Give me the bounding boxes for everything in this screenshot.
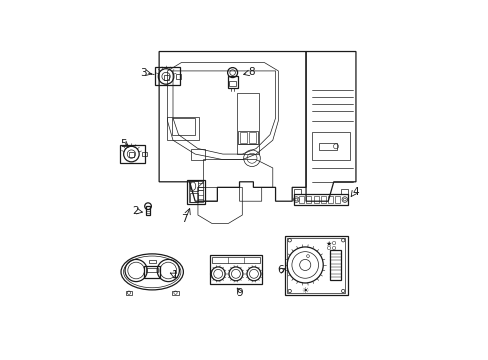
Bar [145, 206, 150, 215]
Text: 4: 4 [351, 186, 358, 197]
Text: O: O [331, 246, 335, 251]
Bar [167, 117, 199, 140]
Bar [313, 195, 318, 203]
Bar [239, 132, 247, 143]
Bar [210, 255, 261, 284]
Bar [211, 257, 260, 264]
Bar [171, 118, 195, 135]
Bar [189, 193, 197, 202]
Text: 9: 9 [236, 288, 243, 298]
Text: 2: 2 [132, 206, 139, 216]
Bar [163, 75, 168, 80]
Bar [227, 76, 237, 87]
Bar [120, 145, 145, 163]
Bar [189, 181, 197, 190]
Bar [188, 181, 203, 202]
Bar [186, 180, 204, 204]
Bar [176, 74, 181, 79]
Bar [320, 195, 325, 203]
Bar [236, 93, 259, 154]
Bar [142, 152, 146, 156]
Bar [329, 250, 340, 280]
Bar [155, 67, 180, 85]
Bar [293, 194, 347, 205]
Bar [311, 132, 350, 159]
Bar [327, 195, 332, 203]
Text: 8: 8 [247, 67, 254, 77]
Bar [228, 81, 236, 86]
Bar [293, 189, 300, 194]
Bar [148, 260, 155, 263]
Bar [287, 238, 345, 293]
Bar [340, 189, 347, 194]
Text: 7: 7 [181, 214, 187, 224]
Bar [285, 236, 347, 296]
Bar [334, 195, 339, 203]
Text: 5: 5 [120, 139, 127, 149]
Text: O: O [331, 241, 335, 246]
Text: ☀: ☀ [301, 286, 308, 295]
Bar [144, 266, 160, 278]
Bar [146, 268, 158, 272]
Text: 1: 1 [172, 270, 178, 280]
Bar [238, 131, 257, 144]
Bar [129, 152, 134, 157]
Text: 3: 3 [140, 68, 147, 78]
Bar [191, 149, 204, 159]
Bar [299, 195, 304, 203]
Bar [172, 291, 178, 294]
Bar [125, 291, 132, 294]
Text: ★: ★ [325, 240, 331, 247]
Bar [305, 195, 310, 203]
Bar [249, 132, 256, 143]
Text: 6: 6 [277, 265, 283, 275]
Text: O: O [326, 246, 330, 251]
Bar [318, 143, 336, 150]
